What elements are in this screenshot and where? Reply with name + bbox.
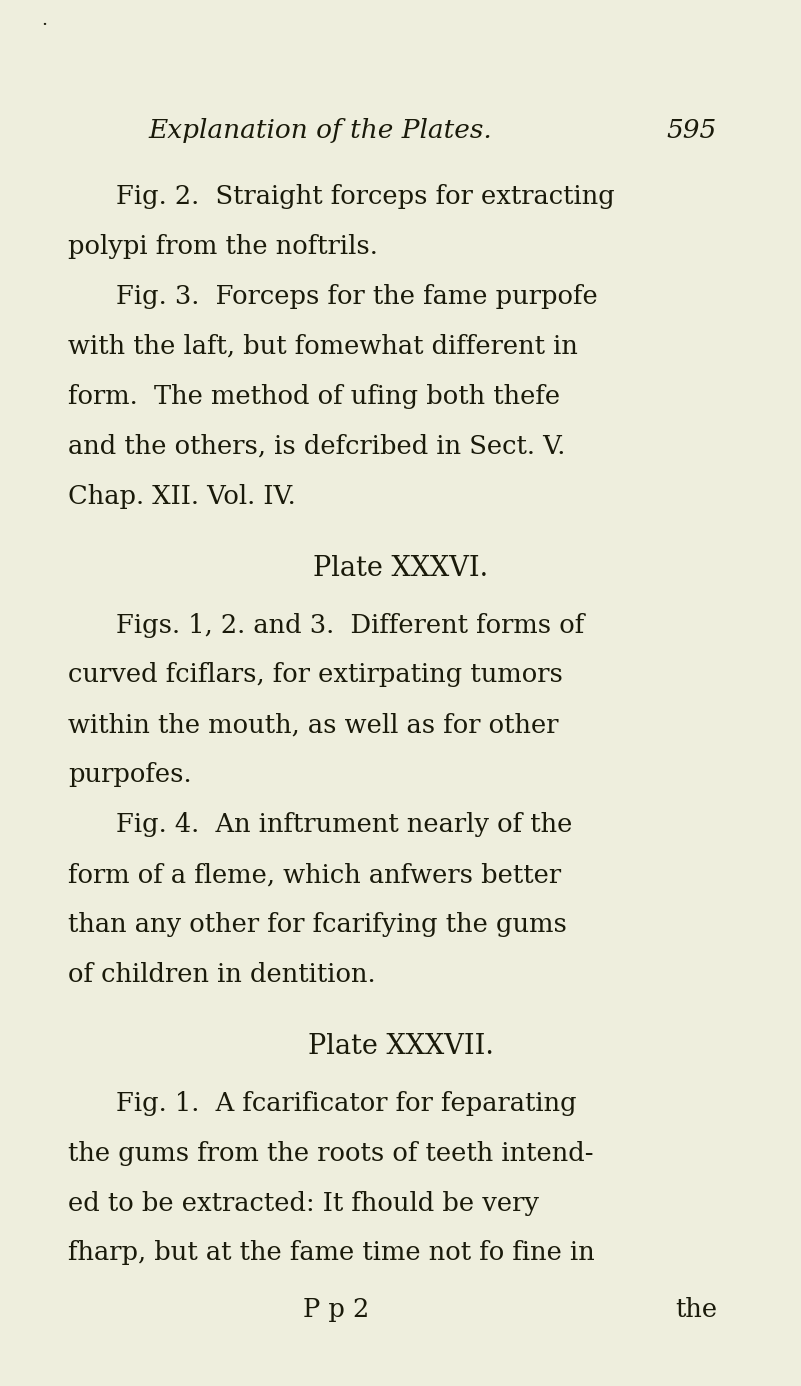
Text: Chap. XII. Vol. IV.: Chap. XII. Vol. IV.	[68, 484, 296, 509]
Text: form of a fleme, which anfwers better: form of a fleme, which anfwers better	[68, 862, 562, 887]
Text: Fig. 1.  A fcarificator for feparating: Fig. 1. A fcarificator for feparating	[116, 1091, 577, 1116]
Text: with the laft, but fomewhat different in: with the laft, but fomewhat different in	[68, 334, 578, 359]
Text: Figs. 1, 2. and 3.  Different forms of: Figs. 1, 2. and 3. Different forms of	[116, 613, 585, 638]
Text: Explanation of the Plates.: Explanation of the Plates.	[148, 118, 493, 143]
Text: and the others, is defcribed in Sect. V.: and the others, is defcribed in Sect. V.	[68, 434, 566, 459]
Text: Plate XXXVII.: Plate XXXVII.	[308, 1033, 493, 1060]
Text: ·: ·	[41, 17, 47, 33]
Text: fharp, but at the fame time not fo fine in: fharp, but at the fame time not fo fine …	[68, 1240, 595, 1265]
Text: form.  The method of ufing both thefe: form. The method of ufing both thefe	[68, 384, 560, 409]
Text: the gums from the roots of teeth intend-: the gums from the roots of teeth intend-	[68, 1141, 594, 1166]
Text: within the mouth, as well as for other: within the mouth, as well as for other	[68, 712, 558, 737]
Text: ed to be extracted: It fhould be very: ed to be extracted: It fhould be very	[68, 1191, 539, 1216]
Text: P p 2: P p 2	[304, 1297, 369, 1322]
Text: purpofes.: purpofes.	[68, 762, 191, 787]
Text: than any other for fcarifying the gums: than any other for fcarifying the gums	[68, 912, 567, 937]
Text: Fig. 2.  Straight forceps for extracting: Fig. 2. Straight forceps for extracting	[116, 184, 615, 209]
Text: the: the	[674, 1297, 717, 1322]
Text: polypi from the noftrils.: polypi from the noftrils.	[68, 234, 378, 259]
Text: Plate XXXVI.: Plate XXXVI.	[313, 554, 488, 582]
Text: Fig. 4.  An inftrument nearly of the: Fig. 4. An inftrument nearly of the	[116, 812, 573, 837]
Text: curved fciflars, for extirpating tumors: curved fciflars, for extirpating tumors	[68, 663, 563, 687]
Text: of children in dentition.: of children in dentition.	[68, 962, 376, 987]
Text: Fig. 3.  Forceps for the fame purpofe: Fig. 3. Forceps for the fame purpofe	[116, 284, 598, 309]
Text: 595: 595	[666, 118, 717, 143]
